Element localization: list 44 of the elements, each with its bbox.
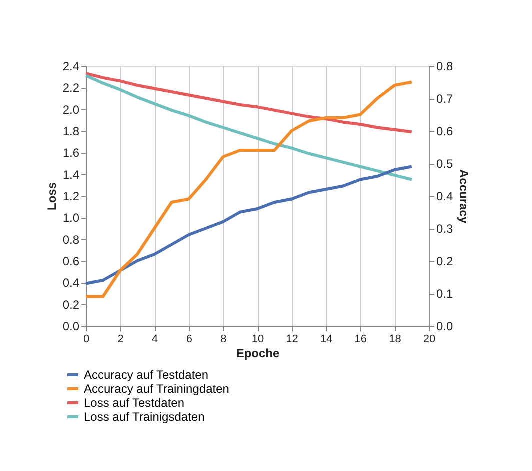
legend-label: Accuracy auf Trainingdaten <box>84 382 230 396</box>
x-tick-label: 0 <box>83 334 90 346</box>
y-tick-label: 1.8 <box>62 124 80 138</box>
line-series <box>84 80 414 298</box>
legend-label: Loss auf Testdaten <box>84 396 185 410</box>
y2-tick-label: 0.4 <box>436 190 454 204</box>
y2-tick-label: 0.2 <box>436 254 454 268</box>
y-tick-label: 0.0 <box>62 320 80 334</box>
x-tick-label: 12 <box>286 334 298 346</box>
x-tick-label: 2 <box>118 334 124 346</box>
x-tick-label: 10 <box>252 334 264 346</box>
y2-tick-label: 0.0 <box>436 320 454 334</box>
y-axis-title: Loss <box>44 182 59 211</box>
y2-axis-title: Accuracy <box>457 169 472 224</box>
line-series <box>84 165 414 286</box>
x-tick-label: 18 <box>389 334 402 346</box>
y2-tick-label: 0.3 <box>436 222 454 236</box>
x-tick-label: 6 <box>186 334 192 346</box>
y-tick-label: 1.6 <box>62 146 80 160</box>
y-tick-label: 2.4 <box>62 60 80 74</box>
x-tick-label: 14 <box>320 334 333 346</box>
y-tick-label: 0.4 <box>62 276 80 290</box>
y-tick-label: 0.6 <box>62 254 80 268</box>
y-tick-label: 1.2 <box>62 190 80 204</box>
y2-tick-label: 0.7 <box>436 92 454 106</box>
legend-label: Accuracy auf Testdaten <box>84 368 209 382</box>
y-tick-label: 1.4 <box>62 168 80 182</box>
y-tick-label: 2.0 <box>62 102 80 117</box>
y-tick-label: 2.2 <box>62 81 80 96</box>
y-tick-label: 0.8 <box>62 232 80 247</box>
x-tick-label: 8 <box>220 334 227 346</box>
y2-tick-label: 0.5 <box>436 157 454 171</box>
y2-tick-label: 0.8 <box>436 60 454 74</box>
x-tick-label: 20 <box>423 334 436 346</box>
legend-label: Loss auf Trainigsdaten <box>84 410 205 424</box>
line-series <box>84 72 414 134</box>
y2-tick-label: 0.1 <box>436 287 454 301</box>
y-tick-label: 0.2 <box>62 298 80 312</box>
x-tick-label: 4 <box>152 334 158 346</box>
y2-tick-label: 0.6 <box>436 124 454 138</box>
line-series <box>84 74 414 182</box>
x-axis-title: Epoche <box>236 346 280 360</box>
x-tick-label: 16 <box>354 334 368 346</box>
y-tick-label: 1.0 <box>62 211 80 226</box>
